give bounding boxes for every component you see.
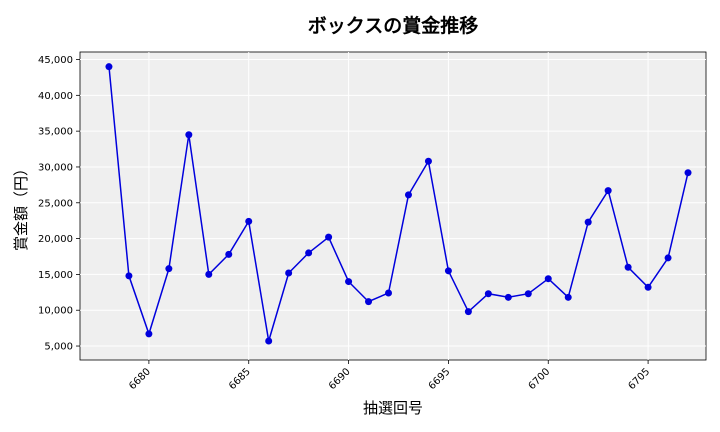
data-point: [604, 187, 612, 195]
y-tick-label: 25,000: [38, 198, 73, 209]
y-tick-label: 5,000: [44, 342, 73, 353]
grid: [80, 52, 706, 360]
data-point: [644, 283, 652, 291]
data-point: [544, 275, 552, 283]
data-point: [325, 233, 333, 241]
y-tick-label: 10,000: [38, 306, 73, 317]
y-tick-label: 45,000: [38, 55, 73, 66]
data-point: [365, 298, 373, 306]
data-point: [145, 330, 153, 338]
data-point: [464, 308, 472, 316]
x-tick-label: 6680: [127, 366, 153, 392]
data-point: [185, 131, 193, 139]
data-point: [125, 272, 133, 280]
data-point: [664, 254, 672, 262]
series-line: [108, 66, 689, 342]
y-tick-label: 20,000: [38, 234, 73, 245]
y-tick-label: 15,000: [38, 270, 73, 281]
chart-title: ボックスの賞金推移: [308, 14, 478, 37]
x-tick-label: 6690: [327, 366, 353, 392]
data-point: [404, 191, 412, 199]
x-axis: 6680 6685 6690 6695 6700 6705: [127, 360, 652, 392]
x-tick-label: 6695: [427, 366, 453, 392]
y-tick-label: 35,000: [38, 127, 73, 138]
y-axis: 5,000 10,000 15,000 20,000 25,000 30,000 35,00…: [38, 55, 80, 353]
data-point: [524, 290, 532, 298]
data-point: [285, 269, 293, 277]
data-point: [105, 63, 113, 71]
data-point: [484, 290, 492, 298]
data-point: [305, 249, 313, 257]
data-point: [504, 293, 512, 301]
data-point: [564, 293, 572, 301]
y-axis-label: 賞金額（円）: [12, 161, 30, 251]
x-tick-label: 6685: [227, 366, 253, 392]
data-point: [624, 263, 632, 271]
data-point: [584, 218, 592, 226]
plot-area: [79, 51, 707, 361]
data-point: [265, 337, 273, 345]
x-tick-label: 6705: [626, 366, 652, 392]
data-point: [424, 157, 432, 165]
x-tick-label: 6700: [527, 366, 553, 392]
data-point: [205, 270, 213, 278]
data-point: [444, 267, 452, 275]
y-tick-label: 30,000: [38, 162, 73, 173]
data-point: [165, 265, 173, 273]
data-point: [385, 289, 393, 297]
data-point: [345, 278, 353, 286]
y-tick-label: 40,000: [38, 91, 73, 102]
data-point: [684, 169, 692, 177]
data-point: [225, 250, 233, 258]
data-point: [245, 217, 253, 225]
data-points: [105, 63, 692, 345]
x-axis-label: 抽選回号: [363, 399, 423, 417]
